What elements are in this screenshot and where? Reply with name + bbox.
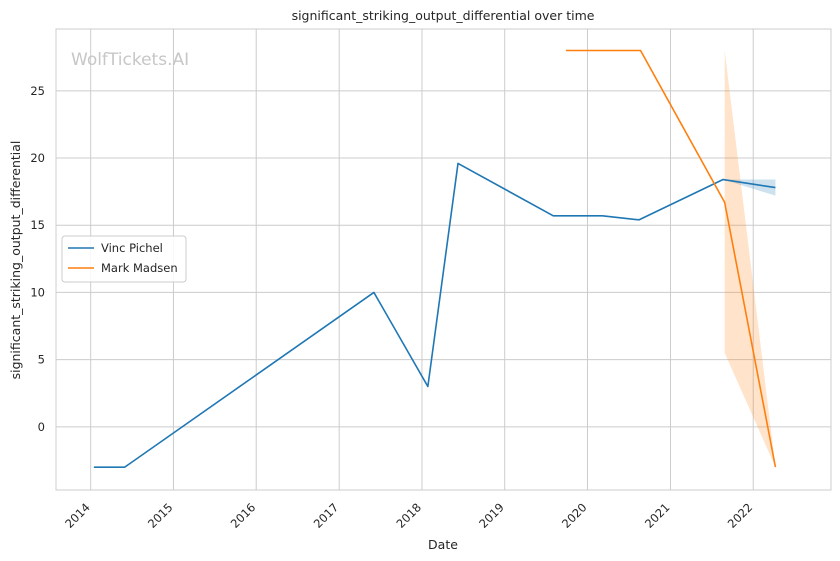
x-tick-label: 2016: [228, 500, 259, 531]
watermark-text: WolfTickets.AI: [71, 50, 189, 70]
legend-label-mark-madsen: Mark Madsen: [101, 261, 178, 275]
x-tick-label: 2021: [642, 500, 673, 531]
band-mark-madsen: [724, 50, 776, 468]
series-line-vinc-pichel: [93, 162, 776, 468]
y-tick-label: 25: [30, 84, 45, 98]
legend-label-vinc-pichel: Vinc Pichel: [101, 241, 163, 255]
y-tick-label: 20: [30, 151, 45, 165]
x-axis-label: Date: [428, 537, 458, 552]
grid-lines: [56, 29, 831, 490]
x-tick-label: 2018: [393, 500, 424, 531]
confidence-bands: [723, 50, 776, 468]
y-axis-label: significant_striking_output_differential: [8, 141, 23, 380]
x-tick-label: 2019: [476, 500, 507, 531]
y-tick-label: 10: [30, 285, 45, 299]
y-axis-ticks: 0 5 10 15 20 25: [30, 84, 45, 434]
series-line-mark-madsen: [565, 49, 777, 468]
series-lines: [93, 49, 777, 468]
x-tick-label: 2022: [725, 500, 756, 531]
x-axis-ticks: 2014 2015 2016 2017 2018 2019 2020 2021 2022: [62, 500, 755, 531]
chart-title: significant_striking_output_differential…: [292, 8, 595, 23]
legend: Vinc Pichel Mark Madsen: [61, 235, 187, 283]
x-tick-label: 2014: [62, 500, 93, 531]
x-tick-label: 2020: [559, 500, 590, 531]
band-vinc-pichel: [723, 179, 776, 196]
y-tick-label: 5: [38, 353, 45, 367]
x-tick-label: 2017: [311, 500, 342, 531]
y-tick-label: 0: [38, 420, 45, 434]
x-tick-label: 2015: [145, 500, 176, 531]
y-tick-label: 15: [30, 218, 45, 232]
